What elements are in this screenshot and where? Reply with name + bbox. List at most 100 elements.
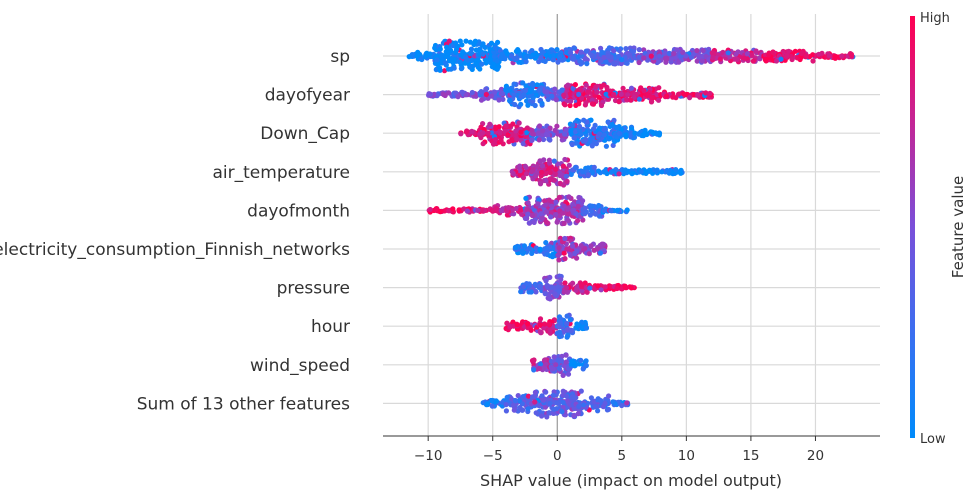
feature-label: hour: [311, 317, 350, 337]
shap-point: [602, 126, 608, 132]
shap-point: [541, 321, 548, 327]
shap-point: [540, 128, 546, 134]
shap-point: [542, 202, 548, 208]
shap-point: [600, 404, 607, 410]
shap-point: [581, 117, 587, 123]
shap-point: [568, 171, 574, 177]
feature-label: sp: [330, 47, 350, 67]
shap-point: [676, 91, 682, 97]
shap-point: [537, 123, 543, 129]
shap-point: [636, 131, 642, 137]
shap-point: [598, 398, 604, 404]
shap-point: [564, 404, 570, 410]
shap-point: [593, 84, 599, 90]
shap-point: [563, 352, 569, 358]
grid-layer: [383, 14, 880, 436]
feature-label: air_temperature: [213, 163, 351, 183]
shap-point: [483, 91, 489, 98]
shap-point: [438, 52, 445, 58]
feature-label: dayofyear: [265, 86, 350, 106]
shap-point: [503, 402, 509, 408]
shap-point: [628, 285, 635, 291]
shap-point: [537, 246, 543, 252]
shap-point: [588, 208, 595, 214]
shap-point: [503, 408, 509, 414]
shap-point: [578, 131, 584, 137]
shap-point: [521, 92, 527, 98]
feature-label: dayofmonth: [247, 201, 350, 221]
shap-point: [543, 170, 549, 177]
shap-point: [533, 92, 539, 98]
shap-point: [799, 50, 805, 57]
shap-point: [522, 215, 529, 221]
shap-point: [681, 91, 687, 97]
shap-point: [616, 130, 623, 137]
shap-point: [479, 61, 485, 67]
shap-point: [649, 94, 655, 100]
shap-point: [485, 401, 491, 408]
shap-point: [666, 50, 673, 57]
shap-point: [576, 403, 582, 409]
shap-point: [553, 171, 559, 177]
shap-point: [485, 130, 491, 136]
shap-point: [645, 92, 651, 98]
colorbar-gradient: [910, 16, 915, 438]
shap-point: [648, 99, 655, 105]
shap-point: [575, 218, 581, 224]
shap-point: [512, 397, 519, 404]
shap-point: [605, 53, 612, 59]
shap-point: [539, 413, 545, 419]
shap-point: [424, 52, 430, 59]
shap-point: [610, 399, 616, 405]
shap-point: [518, 129, 524, 135]
shap-point: [547, 169, 553, 176]
shap-point: [565, 82, 571, 88]
shap-point: [510, 402, 516, 408]
shap-point: [548, 214, 554, 220]
shap-point: [696, 54, 702, 60]
shap-point: [523, 59, 529, 65]
shap-point: [629, 171, 635, 177]
shap-point: [573, 287, 579, 293]
shap-point: [564, 246, 570, 252]
shap-point: [707, 90, 713, 96]
shap-point: [568, 127, 574, 134]
shap-point: [551, 406, 557, 412]
shap-point: [543, 240, 549, 246]
shap-point: [671, 51, 677, 57]
shap-point: [551, 158, 557, 164]
shap-point: [630, 49, 637, 55]
shap-point: [543, 245, 550, 251]
shap-point: [786, 48, 792, 54]
shap-point: [569, 243, 576, 249]
shap-point: [537, 316, 544, 322]
shap-point: [576, 91, 582, 97]
shap-point: [509, 207, 515, 213]
shap-point: [676, 59, 682, 65]
shap-point: [578, 388, 584, 394]
shap-point: [549, 199, 555, 205]
shap-point: [662, 50, 668, 56]
shap-point: [703, 90, 709, 96]
shap-point: [525, 139, 531, 145]
shap-point: [553, 166, 559, 172]
feature-label: pressure: [277, 279, 350, 299]
shap-point: [585, 165, 591, 171]
shap-point: [488, 40, 495, 46]
shap-point: [641, 55, 647, 61]
shap-point: [614, 285, 620, 292]
shap-point: [569, 327, 575, 333]
x-tick-label: 5: [618, 448, 627, 464]
shap-point: [538, 330, 544, 336]
feature-row-dots: [518, 273, 637, 302]
shap-point: [570, 201, 576, 207]
shap-point: [562, 102, 568, 108]
shap-point: [565, 371, 572, 377]
shap-point: [553, 199, 559, 205]
shap-point: [554, 47, 560, 53]
shap-point: [455, 94, 461, 100]
shap-point: [533, 410, 539, 416]
shap-point: [741, 55, 747, 61]
shap-point: [480, 141, 486, 147]
shap-point: [566, 211, 572, 217]
